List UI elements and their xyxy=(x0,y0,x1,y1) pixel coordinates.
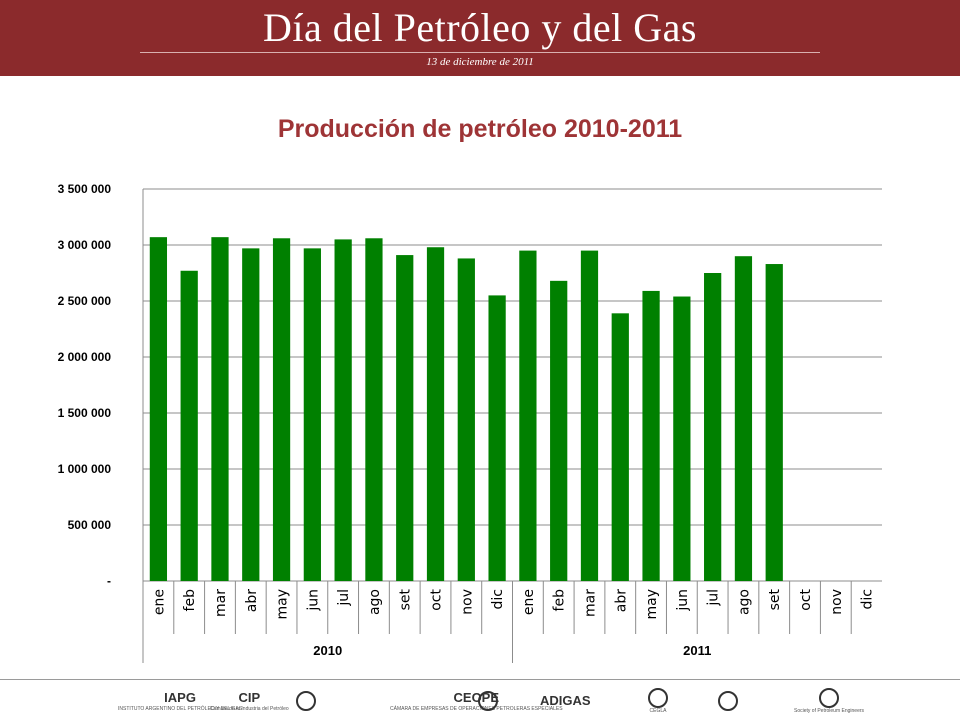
bar xyxy=(765,264,783,581)
y-tick-label: 1 000 000 xyxy=(58,462,112,476)
bar xyxy=(457,258,475,581)
x-tick-label: set xyxy=(398,588,414,610)
x-tick-label: ene xyxy=(521,589,537,615)
bar xyxy=(211,237,229,581)
x-tick-label: jul xyxy=(706,589,722,607)
bar xyxy=(180,270,198,581)
x-tick-label: jun xyxy=(305,589,321,612)
bar xyxy=(149,237,168,581)
y-tick-label: 1 500 000 xyxy=(58,406,112,420)
x-tick-label: jun xyxy=(675,589,691,612)
x-tick-label: ago xyxy=(736,589,752,615)
iapg-logo: IAPG INSTITUTO ARGENTINO DEL PETRÓLEO Y D… xyxy=(118,684,242,718)
bar-chart: - 500 000 1 000 000 1 500 000 2 000 000 2 500… xyxy=(58,182,882,663)
group-label: 2011 xyxy=(683,643,711,658)
x-tick-label: abr xyxy=(244,589,260,612)
x-tick-label: oct xyxy=(798,589,814,611)
bar xyxy=(550,280,568,581)
y-tick-label: 2 500 000 xyxy=(58,294,112,308)
circle-logo-1 xyxy=(478,684,498,718)
sponsor-logos: IAPG INSTITUTO ARGENTINO DEL PETRÓLEO Y D… xyxy=(100,684,864,718)
x-tick-label: feb xyxy=(182,589,198,612)
logo-mark: ADIGAS xyxy=(540,693,591,708)
x-tick-label: jul xyxy=(336,589,352,607)
building-logo xyxy=(296,684,316,718)
ceope-logo: CEOPE CÁMARA DE EMPRESAS DE OPERACIONES P… xyxy=(390,684,563,718)
bar xyxy=(242,248,260,582)
bar xyxy=(488,295,506,581)
x-tick-label: mar xyxy=(582,589,598,617)
logo-emblem-icon xyxy=(478,691,498,711)
spe-logo: Society of Petroleum Engineers xyxy=(794,684,864,718)
logo-caption: CEGLA xyxy=(649,708,667,714)
bar xyxy=(642,290,660,581)
logo-caption: Society of Petroleum Engineers xyxy=(794,708,865,714)
group-label: 2010 xyxy=(313,643,342,658)
y-tick-label: 500 000 xyxy=(68,518,112,532)
x-tick-label: abr xyxy=(613,589,629,612)
cegla-logo: CEGLA xyxy=(648,684,668,718)
x-tick-label: set xyxy=(767,588,783,610)
x-tick-label: dic xyxy=(860,589,876,609)
header-divider xyxy=(140,52,820,53)
x-tick-label: oct xyxy=(429,589,445,611)
x-tick-label: nov xyxy=(829,589,845,615)
logo-emblem-icon xyxy=(648,688,668,708)
cip-logo: CIP Cámara de la Industria del Petróleo xyxy=(210,684,289,718)
bar xyxy=(704,273,722,581)
x-tick-label: feb xyxy=(552,589,568,612)
bar xyxy=(396,255,414,581)
x-tick-label: ene xyxy=(151,589,167,615)
chart-title: Producción de petróleo 2010-2011 xyxy=(277,115,683,143)
x-tick-label: ago xyxy=(367,589,383,615)
x-tick-label: nov xyxy=(459,589,475,615)
logo-mark: CIP xyxy=(238,690,261,705)
bar xyxy=(365,238,383,581)
x-tick-label: dic xyxy=(490,589,506,609)
bar xyxy=(272,238,291,581)
logo-emblem-icon xyxy=(819,688,840,708)
logo-caption: CÁMARA DE EMPRESAS DE OPERACIONES PETROL… xyxy=(390,706,563,712)
y-tick-label: - xyxy=(107,574,111,588)
header-date: 13 de diciembre de 2011 xyxy=(426,56,534,68)
bar xyxy=(611,313,629,581)
bar xyxy=(334,239,352,581)
logo-caption: INSTITUTO ARGENTINO DEL PETRÓLEO Y DEL G… xyxy=(118,706,243,712)
logo-emblem-icon xyxy=(718,691,738,711)
x-tick-label: may xyxy=(275,589,291,620)
bar xyxy=(673,296,691,581)
y-tick-label: 2 000 000 xyxy=(58,350,112,364)
bar xyxy=(580,250,599,581)
adigas-logo: ADIGAS xyxy=(540,684,591,718)
logo-emblem-icon xyxy=(296,691,316,711)
bar xyxy=(734,256,753,581)
x-tick-label: mar xyxy=(213,589,229,617)
bar xyxy=(303,248,321,582)
y-tick-label: 3 000 000 xyxy=(58,238,112,252)
circle-logo-2 xyxy=(718,684,738,718)
header-title: Día del Petróleo y del Gas xyxy=(263,5,697,50)
y-tick-label: 3 500 000 xyxy=(58,182,112,196)
logo-mark: IAPG xyxy=(164,690,196,705)
bar xyxy=(519,250,537,581)
logo-caption: Cámara de la Industria del Petróleo xyxy=(210,706,289,712)
bar xyxy=(426,247,445,582)
x-tick-label: may xyxy=(644,589,660,620)
header-banner: Día del Petróleo y del Gas 13 de diciemb… xyxy=(0,0,960,76)
footer-divider xyxy=(0,679,960,680)
